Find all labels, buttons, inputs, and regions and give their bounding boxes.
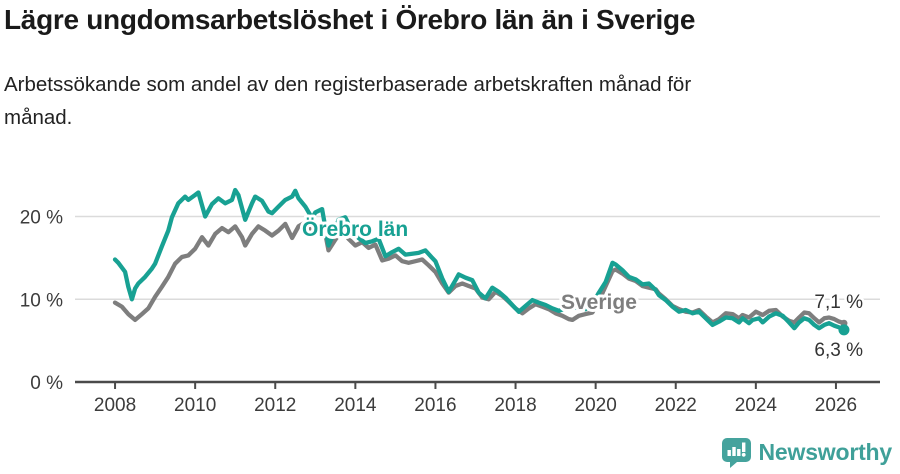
- y-tick-label: 10 %: [20, 290, 63, 311]
- chart-subtitle: Arbetssökande som andel av den registerb…: [4, 73, 692, 130]
- y-tick-label: 20 %: [20, 208, 63, 229]
- y-tick-label: 0 %: [30, 373, 63, 394]
- series-label-sverige: Sverige: [561, 291, 637, 314]
- newsworthy-brand: Newsworthy: [721, 437, 892, 468]
- brand-text: Newsworthy: [758, 439, 893, 465]
- x-tick-label: 2010: [174, 395, 216, 416]
- x-tick-label: 2012: [254, 395, 296, 416]
- speech-bubble-shape: [721, 438, 751, 468]
- series-line-sverige: [112, 220, 847, 326]
- series-end-dot--rebro-l-n: [838, 324, 850, 336]
- series-label-orebro: Örebro län: [302, 218, 408, 241]
- bar-2: [731, 447, 736, 456]
- bar-3: [736, 449, 741, 456]
- page-title: Lägre ungdomsarbetslöshet i Örebro län ä…: [4, 4, 696, 35]
- series-line--rebro-l-n: [112, 187, 847, 333]
- x-tick-label: 2026: [815, 395, 857, 416]
- x-tick-label: 2022: [655, 395, 697, 416]
- bar-1: [727, 450, 731, 456]
- x-tick-label: 2016: [414, 395, 456, 416]
- exclamation-dot: [741, 452, 746, 457]
- x-tick-label: 2018: [494, 395, 536, 416]
- end-value-label-orebro: 6,3 %: [814, 340, 863, 361]
- x-tick-label: 2008: [94, 395, 136, 416]
- chart-plot-area: 0 % 10 % 20 % 2008 2010 2012 2014 2016 2018 2020 2…: [20, 187, 880, 416]
- x-tick-label: 2024: [735, 395, 778, 416]
- x-tick-label: 2020: [575, 395, 617, 416]
- exclamation-bar: [741, 442, 745, 452]
- x-tick-label: 2014: [334, 395, 377, 416]
- newsworthy-logo-icon: [721, 438, 751, 468]
- end-value-label-sverige: 7,1 %: [814, 292, 863, 313]
